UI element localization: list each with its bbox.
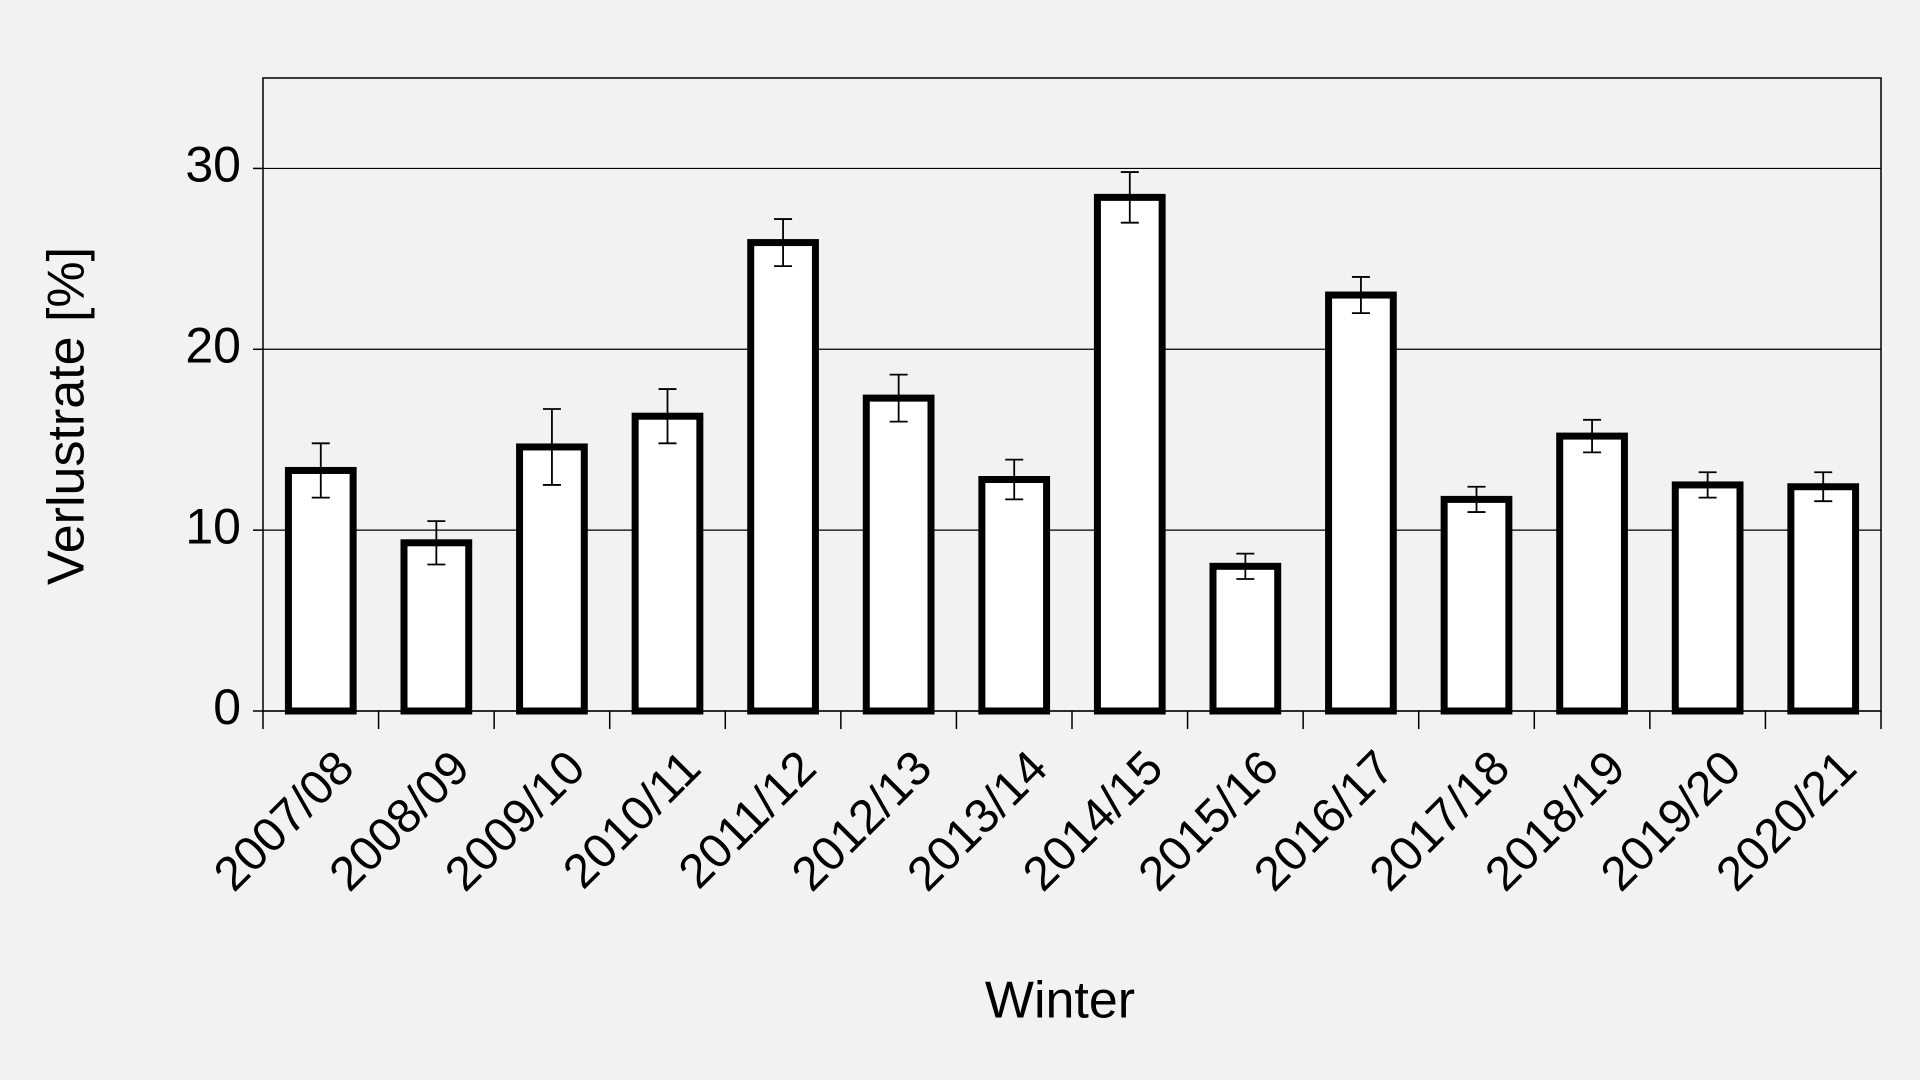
bar [1556, 432, 1628, 715]
bar [1209, 562, 1282, 715]
y-tick-label: 30 [185, 137, 241, 193]
bar [1093, 193, 1166, 715]
bar [1440, 495, 1513, 715]
bar [400, 539, 473, 715]
x-axis-label: Winter [985, 972, 1135, 1030]
bar [978, 476, 1051, 715]
y-tick-label: 0 [213, 679, 241, 735]
bar [1325, 291, 1397, 715]
y-tick-label: 10 [185, 498, 241, 554]
bar [862, 394, 935, 715]
bar [284, 466, 357, 715]
bar [631, 412, 704, 715]
bar [1671, 481, 1744, 715]
y-axis-label: Verlustrate [%] [38, 247, 96, 585]
bar [516, 443, 588, 715]
y-tick-label: 20 [185, 317, 241, 373]
bar [747, 239, 819, 715]
bar [1787, 483, 1860, 715]
